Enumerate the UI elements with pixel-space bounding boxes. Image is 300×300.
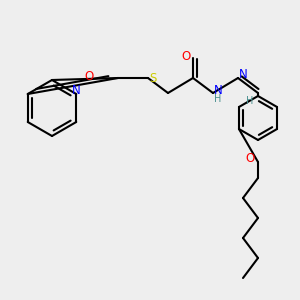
Text: O: O	[84, 70, 94, 83]
Text: S: S	[149, 71, 157, 85]
Text: H: H	[214, 94, 222, 104]
Text: N: N	[71, 85, 80, 98]
Text: O: O	[245, 152, 255, 164]
Text: H: H	[246, 96, 254, 106]
Text: O: O	[182, 50, 190, 62]
Text: N: N	[238, 68, 247, 82]
Text: N: N	[214, 83, 222, 97]
